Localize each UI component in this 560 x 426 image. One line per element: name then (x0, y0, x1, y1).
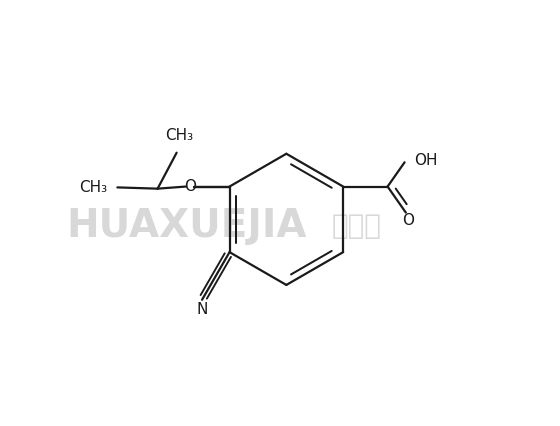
Text: 化学加: 化学加 (332, 212, 381, 240)
Text: CH₃: CH₃ (165, 128, 193, 144)
Text: N: N (197, 302, 208, 317)
Text: CH₃: CH₃ (78, 180, 107, 195)
Text: O: O (402, 213, 414, 227)
Text: OH: OH (414, 153, 437, 168)
Text: HUAXUEJIA: HUAXUEJIA (67, 207, 307, 245)
Text: O: O (184, 179, 196, 194)
